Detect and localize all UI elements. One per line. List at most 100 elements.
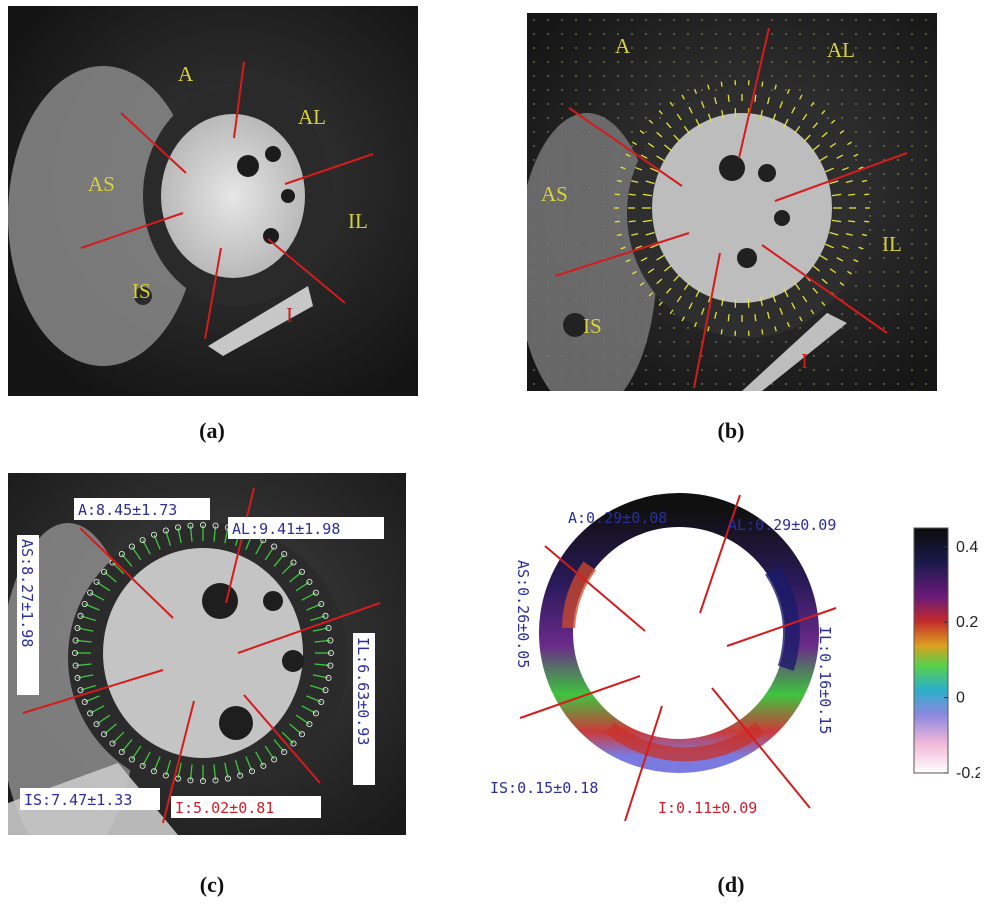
- displacement-vector: [829, 180, 839, 185]
- panel-b-image: A AL AS IL IS I: [527, 13, 937, 391]
- panel-d-caption: (d): [717, 872, 745, 897]
- segment-lines: [519, 494, 837, 822]
- tracking-point: [281, 748, 288, 755]
- displacement-vector: [625, 153, 631, 157]
- tracking-point: [162, 527, 169, 534]
- tracking-point: [325, 624, 332, 632]
- svg-text:A:8.45±1.73: A:8.45±1.73: [78, 501, 177, 519]
- displacement-vector: [669, 101, 674, 107]
- displacement-vector: [754, 94, 757, 102]
- tracking-point: [298, 568, 305, 575]
- displacement-vector: [771, 113, 777, 123]
- displacement-vector: [647, 268, 655, 274]
- label-box-il: IL:6.63±0.93: [353, 633, 375, 785]
- displacement-vector: [681, 316, 685, 322]
- displacement-vector: [616, 233, 623, 237]
- displacement-vector: [802, 295, 808, 303]
- displacement-vector: [810, 309, 815, 315]
- displacement-vector: [642, 219, 652, 223]
- tracking-point: [71, 649, 79, 657]
- colorbar-ticks: 0.4 0.2 0 -0.2: [944, 539, 980, 782]
- displacement-vector: [803, 134, 811, 142]
- displacement-vector: [695, 288, 701, 298]
- displacement-vector: [616, 179, 623, 183]
- panel-c-image: A:8.45±1.73 AL:9.41±1.98 AS:8.27±1.98 IL…: [8, 473, 406, 835]
- displacement-vector: [625, 259, 631, 263]
- displacement-vector: [688, 106, 693, 114]
- panel-a: A AL AS IL IS I: [8, 6, 418, 396]
- displacement-vector: [754, 314, 757, 322]
- tracking-point: [101, 568, 108, 575]
- svg-text:AS:8.27±1.98: AS:8.27±1.98: [18, 539, 36, 647]
- segment-label-is: IS: [132, 279, 151, 303]
- displacement-vector: [700, 101, 705, 109]
- tracking-point: [306, 721, 313, 728]
- displacement-vector: [821, 301, 826, 306]
- displacement-vector: [631, 141, 637, 146]
- segment-lines: [554, 27, 908, 389]
- displacement-vector: [845, 180, 853, 184]
- displacement-vector: [721, 109, 725, 120]
- displacement-vector: [669, 309, 674, 315]
- displacement-vector: [658, 110, 663, 115]
- displacement-vector: [683, 125, 691, 135]
- displacement-vector: [761, 81, 764, 87]
- papillary-muscle: [237, 155, 259, 177]
- colorbar: [913, 527, 949, 774]
- displacement-vector: [853, 153, 859, 157]
- tracking-point: [118, 551, 125, 558]
- displacement-vector: [799, 94, 803, 100]
- tracking-point: [322, 687, 329, 694]
- displacement-vector: [614, 220, 620, 223]
- tracking-point: [118, 748, 125, 755]
- displacement-vector: [829, 231, 839, 236]
- displacement-vector: [635, 245, 643, 250]
- displacement-vector: [664, 144, 672, 152]
- displacement-vector: [656, 278, 663, 285]
- displacement-vector: [829, 142, 837, 148]
- segment-label-il: IL: [348, 209, 368, 233]
- strain-ring-segment: [605, 722, 765, 762]
- tracking-point: [101, 731, 108, 738]
- label-as: AS:0.26±0.05: [514, 560, 532, 668]
- displacement-vector: [836, 257, 844, 262]
- displacement-vector: [841, 166, 849, 171]
- tracking-point: [281, 551, 288, 558]
- displacement-vector: [650, 167, 659, 173]
- displacement-vector: [830, 119, 836, 124]
- displacement-vector: [825, 243, 834, 249]
- tracking-point: [150, 768, 158, 775]
- displacement-vector: [821, 131, 828, 138]
- colorbar-tick-label: 0: [956, 690, 965, 707]
- displacement-vector: [714, 97, 718, 105]
- segment-label-is: IS: [583, 314, 602, 338]
- svg-text:AL:9.41±1.98: AL:9.41±1.98: [232, 520, 340, 538]
- tracking-point: [93, 578, 100, 585]
- displacement-vector: [832, 219, 842, 223]
- displacement-vector: [783, 288, 789, 298]
- displacement-vector: [779, 307, 784, 315]
- displacement-vector: [673, 274, 681, 282]
- displacement-vector: [821, 278, 828, 285]
- tracking-point: [174, 524, 182, 531]
- tracking-point: [74, 674, 81, 682]
- tracking-point: [212, 522, 219, 529]
- displacement-vector: [628, 220, 636, 223]
- displacement-vector: [620, 246, 626, 250]
- displacement-vector: [720, 81, 723, 87]
- displacement-vector: [766, 97, 770, 105]
- displacement-vector: [683, 281, 691, 291]
- tracking-point: [128, 543, 135, 550]
- svg-text:IL:6.63±0.93: IL:6.63±0.93: [354, 637, 372, 745]
- displacement-vector: [861, 233, 868, 237]
- tracking-point: [199, 521, 207, 529]
- displacement-vector: [847, 141, 853, 146]
- tracking-point: [298, 731, 305, 738]
- svg-text:IS:7.47±1.33: IS:7.47±1.33: [24, 791, 132, 809]
- displacement-vector: [631, 180, 639, 184]
- displacement-vector: [727, 314, 730, 322]
- panel-c: A:8.45±1.73 AL:9.41±1.98 AS:8.27±1.98 IL…: [8, 473, 406, 835]
- label-box-i: I:5.02±0.81: [171, 796, 321, 818]
- displacement-vector: [848, 220, 856, 223]
- tracking-point: [139, 762, 146, 769]
